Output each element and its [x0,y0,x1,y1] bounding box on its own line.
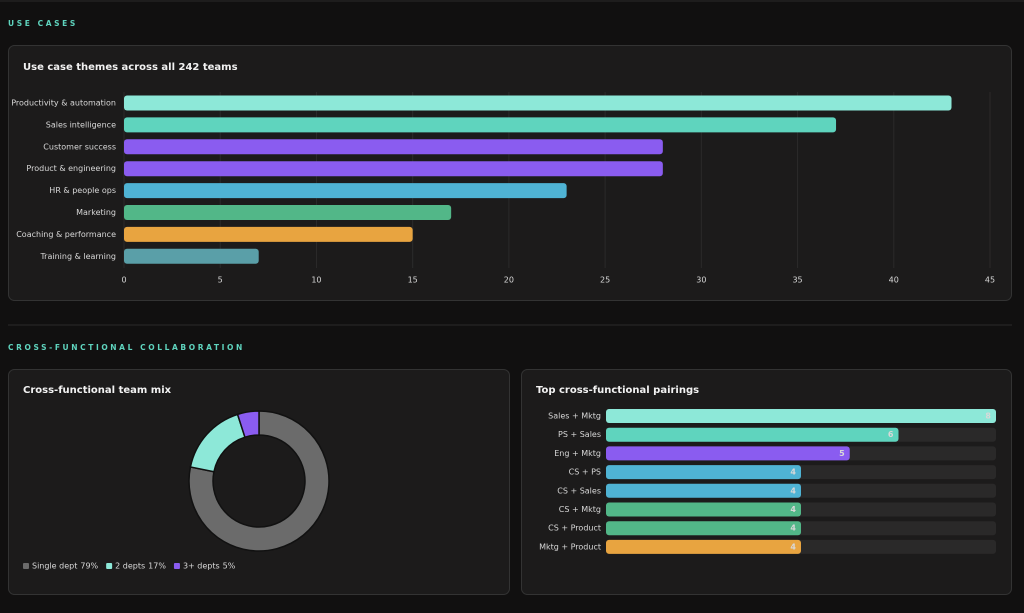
legend-value: 17% [148,562,166,571]
x-tick-label: 15 [408,276,418,285]
x-tick-label: 0 [121,276,126,285]
y-tick-label: Productivity & automation [11,99,116,108]
y-tick-label: Customer success [43,142,116,151]
y-tick-label: CS + PS [569,468,601,477]
legend-swatch [106,563,113,569]
y-tick-label: HR & people ops [49,186,116,195]
value-label: 6 [888,430,894,439]
value-label: 4 [790,542,796,551]
bar [124,183,567,199]
y-tick-label: Eng + Mktg [554,449,601,458]
value-label: 4 [790,505,796,514]
bar [124,117,837,133]
x-tick-label: 25 [600,276,610,285]
bar [606,446,850,461]
value-label: 4 [790,486,796,495]
bar [124,95,952,111]
y-tick-label: CS + Product [548,524,601,533]
y-tick-label: Sales + Mktg [548,412,601,421]
section-label: CROSS-FUNCTIONAL COLLABORATION [8,343,245,352]
donut-slice [188,410,330,552]
legend-label: 3+ depts [183,562,220,571]
legend-value: 79% [80,562,98,571]
bar [606,409,996,423]
y-tick-label: CS + Mktg [559,505,601,514]
legend-label: Single dept [32,562,77,571]
y-tick-label: Mktg + Product [539,542,601,551]
bar [124,161,663,177]
bar [606,502,801,517]
chart-title: Use case themes across all 242 teams [23,62,238,73]
card [521,369,1012,595]
y-tick-label: Coaching & performance [16,230,116,239]
value-label: 4 [790,524,796,533]
bar [124,248,259,264]
x-tick-label: 45 [985,276,995,285]
donut-slice [236,410,260,439]
card [8,369,510,595]
x-tick-label: 20 [504,276,514,285]
y-tick-label: Training & learning [39,252,116,261]
y-tick-label: PS + Sales [558,430,601,439]
bar [606,465,801,480]
value-label: 4 [790,468,796,477]
y-tick-label: Sales intelligence [46,120,116,129]
bar [124,139,663,155]
x-tick-label: 5 [218,276,223,285]
bar [124,226,413,242]
bar [124,205,452,220]
bar [606,427,899,442]
bar [606,483,801,498]
x-tick-label: 40 [889,276,899,285]
chart-title: Top cross-functional pairings [536,385,699,396]
value-label: 8 [985,412,991,421]
legend-swatch [23,563,29,569]
legend-value: 5% [223,562,236,571]
value-label: 5 [839,449,845,458]
section-label: USE CASES [8,19,78,28]
y-tick-label: Product & engineering [26,164,116,173]
legend-swatch [173,563,180,569]
chart-title: Cross-functional team mix [23,385,172,396]
x-tick-label: 35 [792,276,802,285]
legend-label: 2 depts [115,562,145,571]
bar [606,539,801,554]
x-tick-label: 30 [696,276,706,285]
x-tick-label: 10 [311,276,321,285]
bar [606,521,801,536]
y-tick-label: Marketing [76,208,116,217]
y-tick-label: CS + Sales [557,486,601,495]
